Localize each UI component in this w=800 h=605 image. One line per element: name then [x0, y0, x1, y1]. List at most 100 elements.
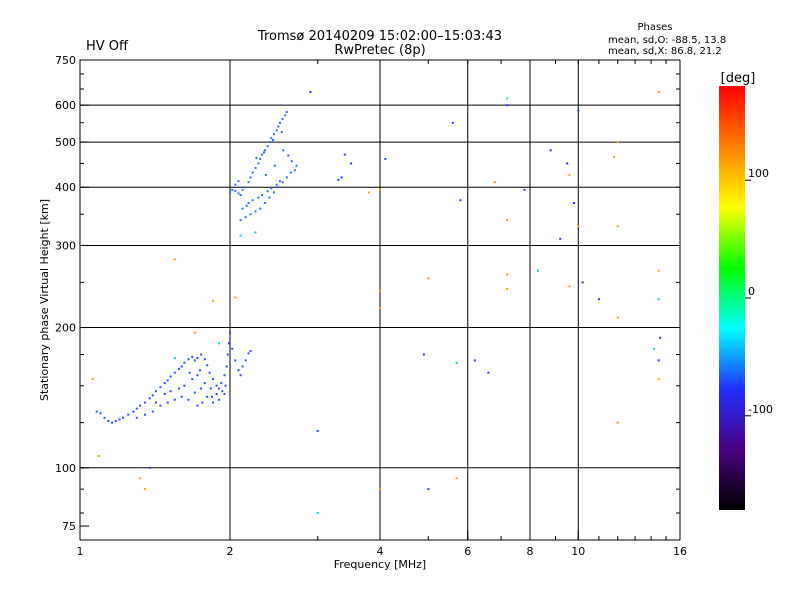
- echo-point: [107, 420, 110, 422]
- hv-status: HV Off: [86, 39, 129, 54]
- echo-point: [566, 162, 569, 165]
- echo-point: [244, 186, 247, 189]
- echo-point: [316, 512, 319, 514]
- echo-point: [237, 192, 240, 195]
- echo-point: [241, 207, 244, 210]
- echo-point: [193, 391, 196, 394]
- echo-point: [237, 180, 240, 183]
- colorbar-tick-label: 100: [748, 167, 769, 180]
- echo-point: [272, 139, 274, 142]
- echo-point: [247, 352, 250, 355]
- echo-point: [455, 361, 458, 364]
- y-tick-label: 750: [55, 54, 76, 67]
- echo-point: [244, 359, 247, 362]
- echo-point: [225, 365, 228, 368]
- echo-point: [273, 164, 276, 167]
- echo-point: [268, 196, 271, 199]
- echo-point: [193, 359, 196, 362]
- echo-point: [234, 189, 237, 192]
- echo-point: [122, 416, 124, 419]
- echo-point: [264, 174, 267, 176]
- echo-point: [657, 359, 660, 362]
- stats-line-o: mean, sd,O: -88.5, 13.8: [608, 35, 726, 46]
- echo-point: [178, 387, 180, 390]
- echo-point: [135, 416, 138, 419]
- echo-point: [114, 420, 117, 422]
- echo-point: [506, 97, 509, 100]
- y-tick-label: 100: [55, 462, 76, 475]
- echo-point: [350, 162, 353, 165]
- echo-point: [275, 183, 278, 186]
- echo-point: [239, 374, 242, 377]
- echo-point: [143, 488, 146, 491]
- echo-point: [279, 121, 281, 124]
- echo-point: [208, 371, 211, 374]
- echo-point: [173, 357, 176, 359]
- echo-point: [139, 404, 142, 407]
- echo-point: [272, 133, 275, 136]
- echo-point: [506, 287, 509, 290]
- echo-point: [237, 369, 240, 372]
- echo-point: [173, 371, 176, 374]
- echo-point: [379, 289, 381, 292]
- echo-point: [493, 181, 496, 184]
- echo-point: [169, 375, 172, 378]
- echo-point: [309, 91, 312, 94]
- echo-point: [613, 155, 616, 158]
- echo-point: [272, 191, 275, 194]
- echo-point: [159, 404, 162, 407]
- title-line1: Tromsø 20140209 15:02:00–15:03:43: [257, 29, 502, 44]
- echo-point: [616, 225, 619, 228]
- echo-point: [549, 149, 552, 152]
- echo-point: [166, 401, 169, 404]
- echo-point: [367, 191, 370, 194]
- echo-point: [180, 365, 183, 368]
- echo-point: [427, 488, 430, 491]
- echo-point: [203, 358, 206, 361]
- echo-point: [229, 331, 231, 334]
- echo-point: [422, 353, 425, 356]
- echo-point: [220, 382, 223, 385]
- stats-title: Phases: [637, 22, 672, 33]
- x-tick-label: 4: [377, 545, 384, 558]
- data-points: [91, 91, 662, 514]
- echo-point: [111, 421, 114, 424]
- echo-point: [316, 429, 319, 432]
- echo-point: [139, 477, 142, 480]
- echo-point: [132, 410, 135, 413]
- echo-point: [281, 118, 284, 121]
- echo-point: [340, 176, 343, 179]
- echo-point: [266, 145, 269, 148]
- echo-point: [537, 269, 539, 272]
- echo-point: [212, 378, 215, 381]
- echo-point: [379, 188, 381, 191]
- echo-point: [198, 369, 201, 372]
- echo-point: [223, 374, 226, 377]
- echo-point: [455, 477, 458, 480]
- echo-point: [559, 237, 562, 240]
- echo-point: [231, 347, 234, 350]
- echo-point: [577, 225, 580, 228]
- echo-point: [616, 316, 619, 319]
- echo-point: [103, 416, 106, 419]
- echo-point: [173, 258, 176, 261]
- echo-point: [127, 413, 130, 416]
- echo-point: [173, 398, 176, 401]
- echo-point: [275, 129, 278, 132]
- echo-point: [229, 191, 231, 194]
- echo-point: [231, 188, 234, 191]
- echo-point: [261, 153, 264, 156]
- echo-point: [143, 401, 146, 404]
- echo-point: [239, 219, 242, 222]
- echo-point: [293, 169, 296, 172]
- echo-point: [188, 371, 191, 374]
- echo-point: [287, 154, 290, 157]
- echo-point: [249, 350, 252, 353]
- echo-point: [203, 382, 206, 385]
- echo-point: [183, 384, 186, 387]
- echo-point: [217, 398, 220, 401]
- echo-point: [657, 91, 660, 94]
- echo-point: [473, 359, 476, 362]
- echo-point: [254, 166, 257, 169]
- y-tick-label: 300: [55, 239, 76, 252]
